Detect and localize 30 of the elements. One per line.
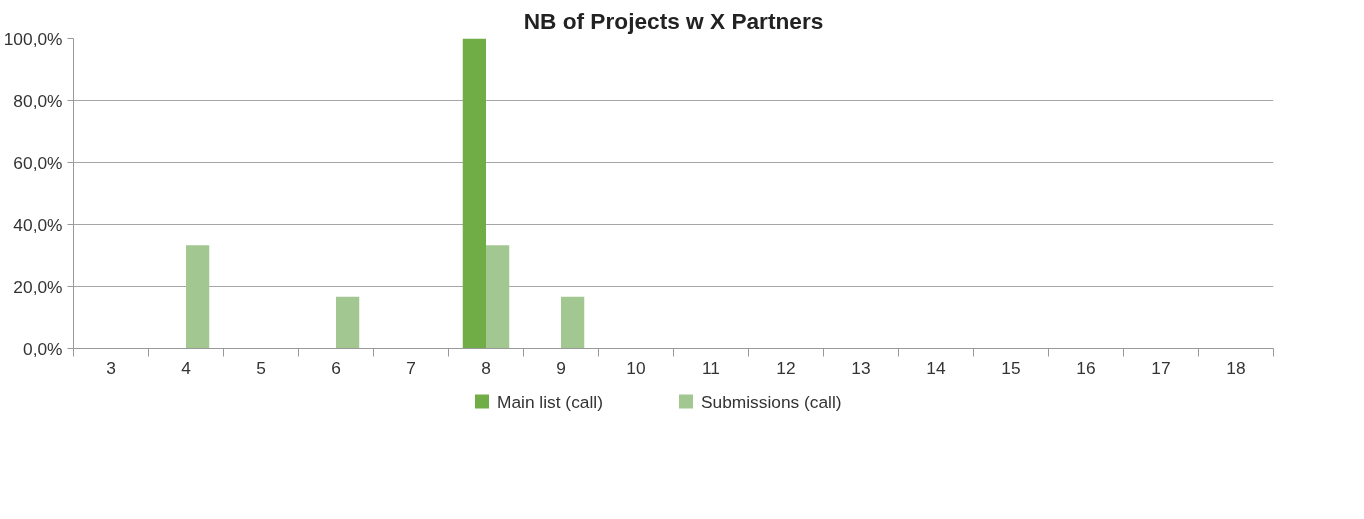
y-tick-label: 0,0% — [23, 338, 63, 359]
x-tick-label: 15 — [1001, 357, 1021, 378]
legend-label: Main list (call) — [497, 391, 603, 412]
x-tick-label: 16 — [1076, 357, 1096, 378]
x-tick-label: 10 — [626, 357, 646, 378]
x-tick-label: 6 — [331, 357, 341, 378]
y-tick-label: 40,0% — [13, 214, 63, 235]
x-tick-label: 9 — [556, 357, 566, 378]
x-tick-label: 4 — [181, 357, 192, 378]
legend-label: Submissions (call) — [701, 391, 842, 412]
bar — [486, 245, 510, 349]
x-tick-label: 7 — [406, 357, 416, 378]
x-tick-label: 17 — [1151, 357, 1171, 378]
x-tick-label: 14 — [926, 357, 946, 378]
x-tick-label: 12 — [776, 357, 796, 378]
bar — [462, 38, 486, 349]
y-tick-label: 80,0% — [13, 90, 63, 111]
bar — [186, 245, 210, 349]
x-tick-label: 13 — [851, 357, 871, 378]
x-tick-label: 5 — [256, 357, 266, 378]
y-tick-label: 60,0% — [13, 152, 63, 173]
chart-title: NB of Projects w X Partners — [523, 7, 824, 34]
y-tick-label: 20,0% — [13, 276, 63, 297]
x-tick-label: 11 — [702, 357, 721, 378]
x-tick-label: 18 — [1226, 357, 1246, 378]
bar — [561, 296, 585, 349]
x-tick-label: 8 — [481, 357, 491, 378]
bar — [336, 296, 360, 349]
y-tick-label: 100,0% — [3, 28, 63, 49]
x-tick-label: 3 — [106, 357, 116, 378]
